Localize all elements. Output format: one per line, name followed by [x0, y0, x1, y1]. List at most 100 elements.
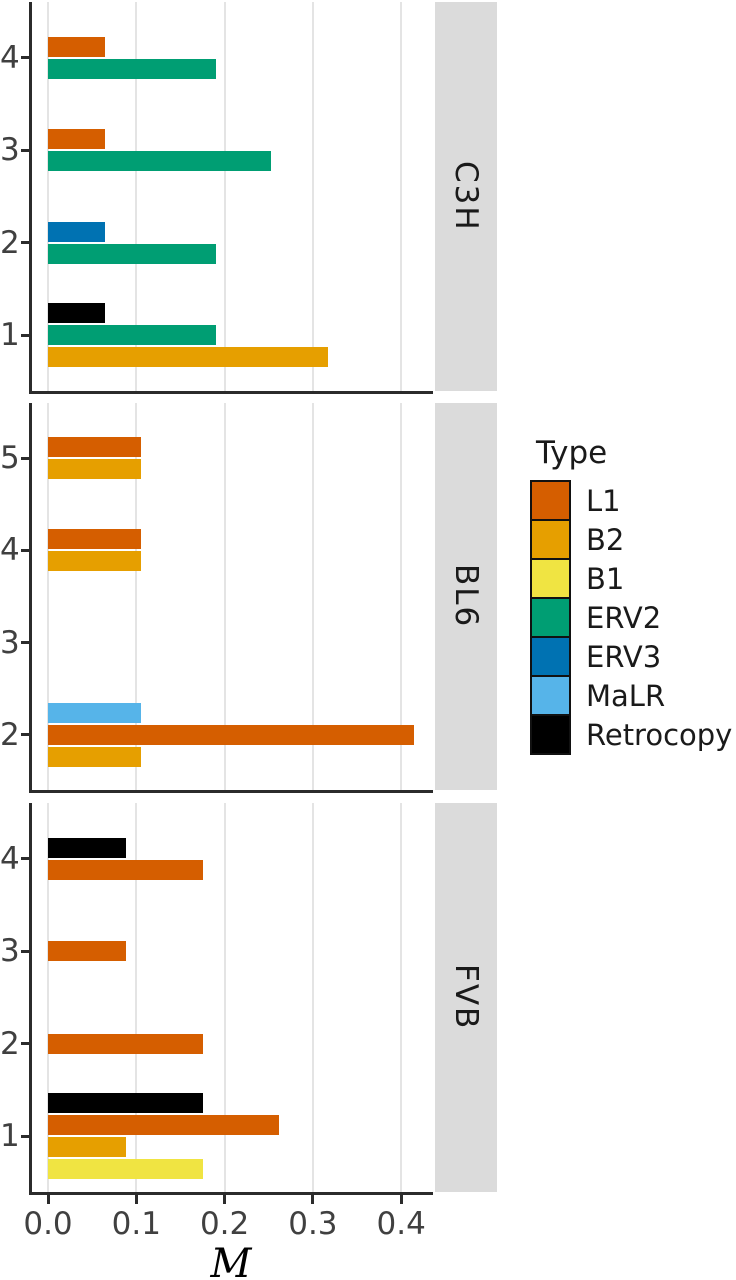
y-tick-label: 2 [0, 224, 20, 261]
y-tick [21, 1134, 29, 1138]
legend-entry-erv2: ERV2 [530, 597, 736, 638]
y-tick [21, 241, 29, 245]
x-tick [46, 1195, 50, 1204]
gridline [223, 803, 226, 1192]
bar-Retrocopy [48, 1093, 203, 1114]
legend-swatch-erv2 [530, 597, 571, 638]
gridline [135, 2, 138, 391]
bar-L1 [48, 941, 126, 962]
bar-B2 [48, 551, 141, 572]
gridline [311, 403, 314, 790]
facet-strip-c3h: C3H [435, 2, 497, 391]
legend-entries: L1 B2 B1 ERV2 ERV3 MaLR Retrocopy [530, 480, 736, 755]
legend-label: MaLR [586, 678, 666, 713]
x-tick-label: 0.2 [199, 1206, 250, 1242]
bar-L1 [48, 1115, 279, 1136]
bar-B1 [48, 1159, 203, 1180]
x-axis-title: M [210, 1241, 252, 1280]
x-tick-label: 0.4 [376, 1206, 426, 1242]
y-tick [21, 333, 29, 337]
legend-label: L1 [586, 483, 621, 518]
x-tick [223, 1195, 227, 1204]
x-tick-label: 0.3 [288, 1206, 338, 1242]
x-tick-label: 0.0 [23, 1206, 73, 1242]
y-tick [21, 949, 29, 953]
legend-swatch-erv3 [530, 636, 571, 677]
y-tick-label: 4 [0, 39, 20, 76]
bar-Retrocopy [48, 837, 126, 858]
gridline [400, 403, 403, 790]
legend-swatch-l1 [530, 480, 571, 521]
bar-L1 [48, 529, 141, 550]
legend-swatch-malr [530, 675, 571, 716]
y-tick-label: 2 [0, 716, 20, 753]
gridline [223, 2, 226, 391]
facet-strip-label: BL6 [448, 564, 484, 629]
legend-label: B2 [586, 522, 625, 557]
gridline [135, 403, 138, 790]
y-tick-label: 1 [0, 1118, 20, 1155]
y-tick-label: 3 [0, 624, 20, 661]
y-tick-label: 5 [0, 440, 20, 477]
panel-bottom-border [29, 1192, 433, 1195]
y-tick [21, 456, 29, 460]
legend-entry-b1: B1 [530, 558, 736, 599]
y-axis-line [29, 403, 32, 790]
bar-L1 [48, 36, 105, 57]
x-tick [134, 1195, 138, 1204]
legend-label: Retrocopy [586, 717, 733, 752]
bar-ERV3 [48, 221, 105, 242]
y-tick [21, 1042, 29, 1046]
bar-L1 [48, 724, 414, 745]
bar-L1 [48, 129, 105, 150]
bar-L1 [48, 1033, 203, 1054]
y-tick-label: 3 [0, 132, 20, 169]
bar-ERV2 [48, 243, 216, 264]
legend-swatch-retrocopy [530, 714, 571, 755]
y-tick-label: 4 [0, 840, 20, 877]
bar-ERV2 [48, 325, 216, 346]
bar-L1 [48, 437, 141, 458]
legend-swatch-b1 [530, 558, 571, 599]
panel-bottom-border [29, 790, 433, 793]
y-tick [21, 733, 29, 737]
legend: Type L1 B2 B1 ERV2 ERV3 MaLR Retrocopy [530, 436, 736, 755]
y-axis-line [29, 2, 32, 391]
legend-entry-b2: B2 [530, 519, 736, 560]
gridline [135, 803, 138, 1192]
bar-B2 [48, 459, 141, 480]
gridline [47, 403, 49, 790]
gridline [311, 2, 314, 391]
gridline [400, 803, 403, 1192]
gridline [311, 803, 314, 1192]
bar-ERV2 [48, 151, 271, 172]
y-axis-line [29, 803, 32, 1192]
y-tick-label: 4 [0, 532, 20, 569]
y-tick [21, 857, 29, 861]
gridline [223, 403, 226, 790]
bar-MaLR [48, 702, 141, 723]
legend-entry-retrocopy: Retrocopy [530, 714, 736, 755]
legend-swatch-b2 [530, 519, 571, 560]
facet-strip-label: C3H [448, 161, 484, 232]
panel-bottom-border [29, 391, 433, 394]
gridline [47, 2, 49, 391]
bar-Retrocopy [48, 303, 105, 324]
bar-B2 [48, 1137, 126, 1158]
x-tick [399, 1195, 403, 1204]
legend-entry-l1: L1 [530, 480, 736, 521]
legend-label: ERV3 [586, 639, 662, 674]
gridline [47, 803, 49, 1192]
y-tick-label: 3 [0, 933, 20, 970]
x-tick [311, 1195, 315, 1204]
bar-B2 [48, 347, 328, 368]
x-tick-label: 0.1 [111, 1206, 161, 1242]
facet-strip-bl6: BL6 [435, 403, 497, 790]
legend-title: Type [536, 435, 608, 471]
gridline [400, 2, 403, 391]
legend-entry-malr: MaLR [530, 675, 736, 716]
legend-entry-erv3: ERV3 [530, 636, 736, 677]
legend-label: B1 [586, 561, 625, 596]
